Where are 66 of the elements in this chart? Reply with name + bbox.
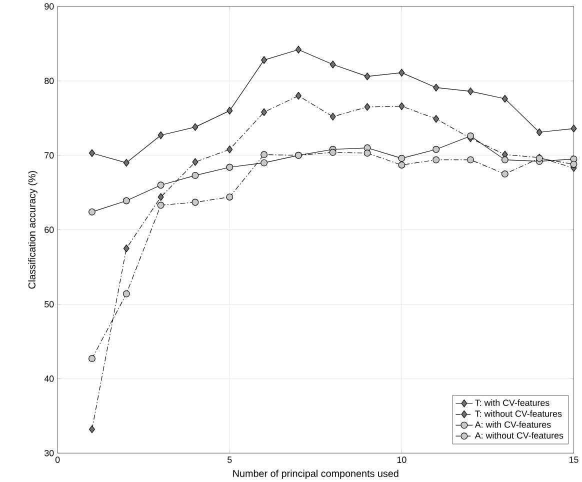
point (364, 102, 370, 111)
y-tick-label: 70 (44, 152, 54, 158)
y-tick-label: 90 (44, 3, 54, 10)
point (433, 84, 440, 92)
point (432, 156, 440, 164)
point (330, 60, 336, 68)
point (158, 193, 164, 201)
point (364, 150, 371, 156)
point (88, 355, 96, 362)
point (570, 124, 577, 132)
x-tick-label: 0 (55, 456, 60, 463)
point (468, 87, 474, 96)
x-axis-title: Number of principal components used (233, 470, 398, 479)
point (398, 102, 405, 110)
point (295, 92, 302, 100)
point (329, 148, 336, 156)
point (88, 208, 96, 216)
point (123, 244, 130, 252)
x-tick-label: 5 (228, 456, 232, 463)
point (260, 151, 268, 158)
y-tick-label: 40 (44, 375, 54, 382)
point (467, 156, 474, 164)
point (433, 114, 440, 123)
point (501, 170, 508, 178)
point (502, 94, 508, 103)
point (157, 202, 164, 209)
point (192, 198, 199, 206)
point (89, 149, 95, 157)
x-tick-label: 10 (397, 456, 406, 463)
point (226, 193, 234, 200)
point (364, 72, 370, 80)
y-axis-title: Classification accuracy (%) (28, 170, 38, 289)
point (467, 132, 474, 140)
point (398, 161, 406, 168)
point (157, 182, 164, 188)
point (122, 197, 130, 204)
y-tick-label: 80 (44, 78, 54, 84)
legend-label: T: without CV-features (475, 410, 562, 417)
point (192, 172, 199, 179)
point (260, 159, 268, 166)
point (123, 158, 130, 167)
point (295, 46, 302, 54)
point (226, 106, 233, 114)
point (122, 290, 130, 298)
y-tick-label: 50 (44, 300, 54, 308)
point (536, 128, 542, 136)
point (261, 56, 268, 64)
point (398, 68, 405, 76)
point (432, 146, 440, 153)
point (158, 131, 164, 139)
point (192, 123, 198, 131)
legend-label: T: with CV-features (475, 399, 550, 406)
point (330, 112, 336, 120)
point (192, 158, 198, 166)
point (226, 145, 233, 154)
y-tick-label: 30 (44, 450, 54, 456)
point (226, 164, 234, 171)
legend-label: A: without CV-features (474, 432, 564, 439)
point (261, 108, 268, 116)
y-tick-label: 60 (44, 226, 54, 233)
point (501, 156, 508, 164)
point (570, 160, 578, 168)
x-tick-label: 15 (569, 456, 578, 463)
point (398, 154, 406, 162)
legend-label: A: with CV-features (474, 421, 551, 428)
point (89, 425, 95, 434)
